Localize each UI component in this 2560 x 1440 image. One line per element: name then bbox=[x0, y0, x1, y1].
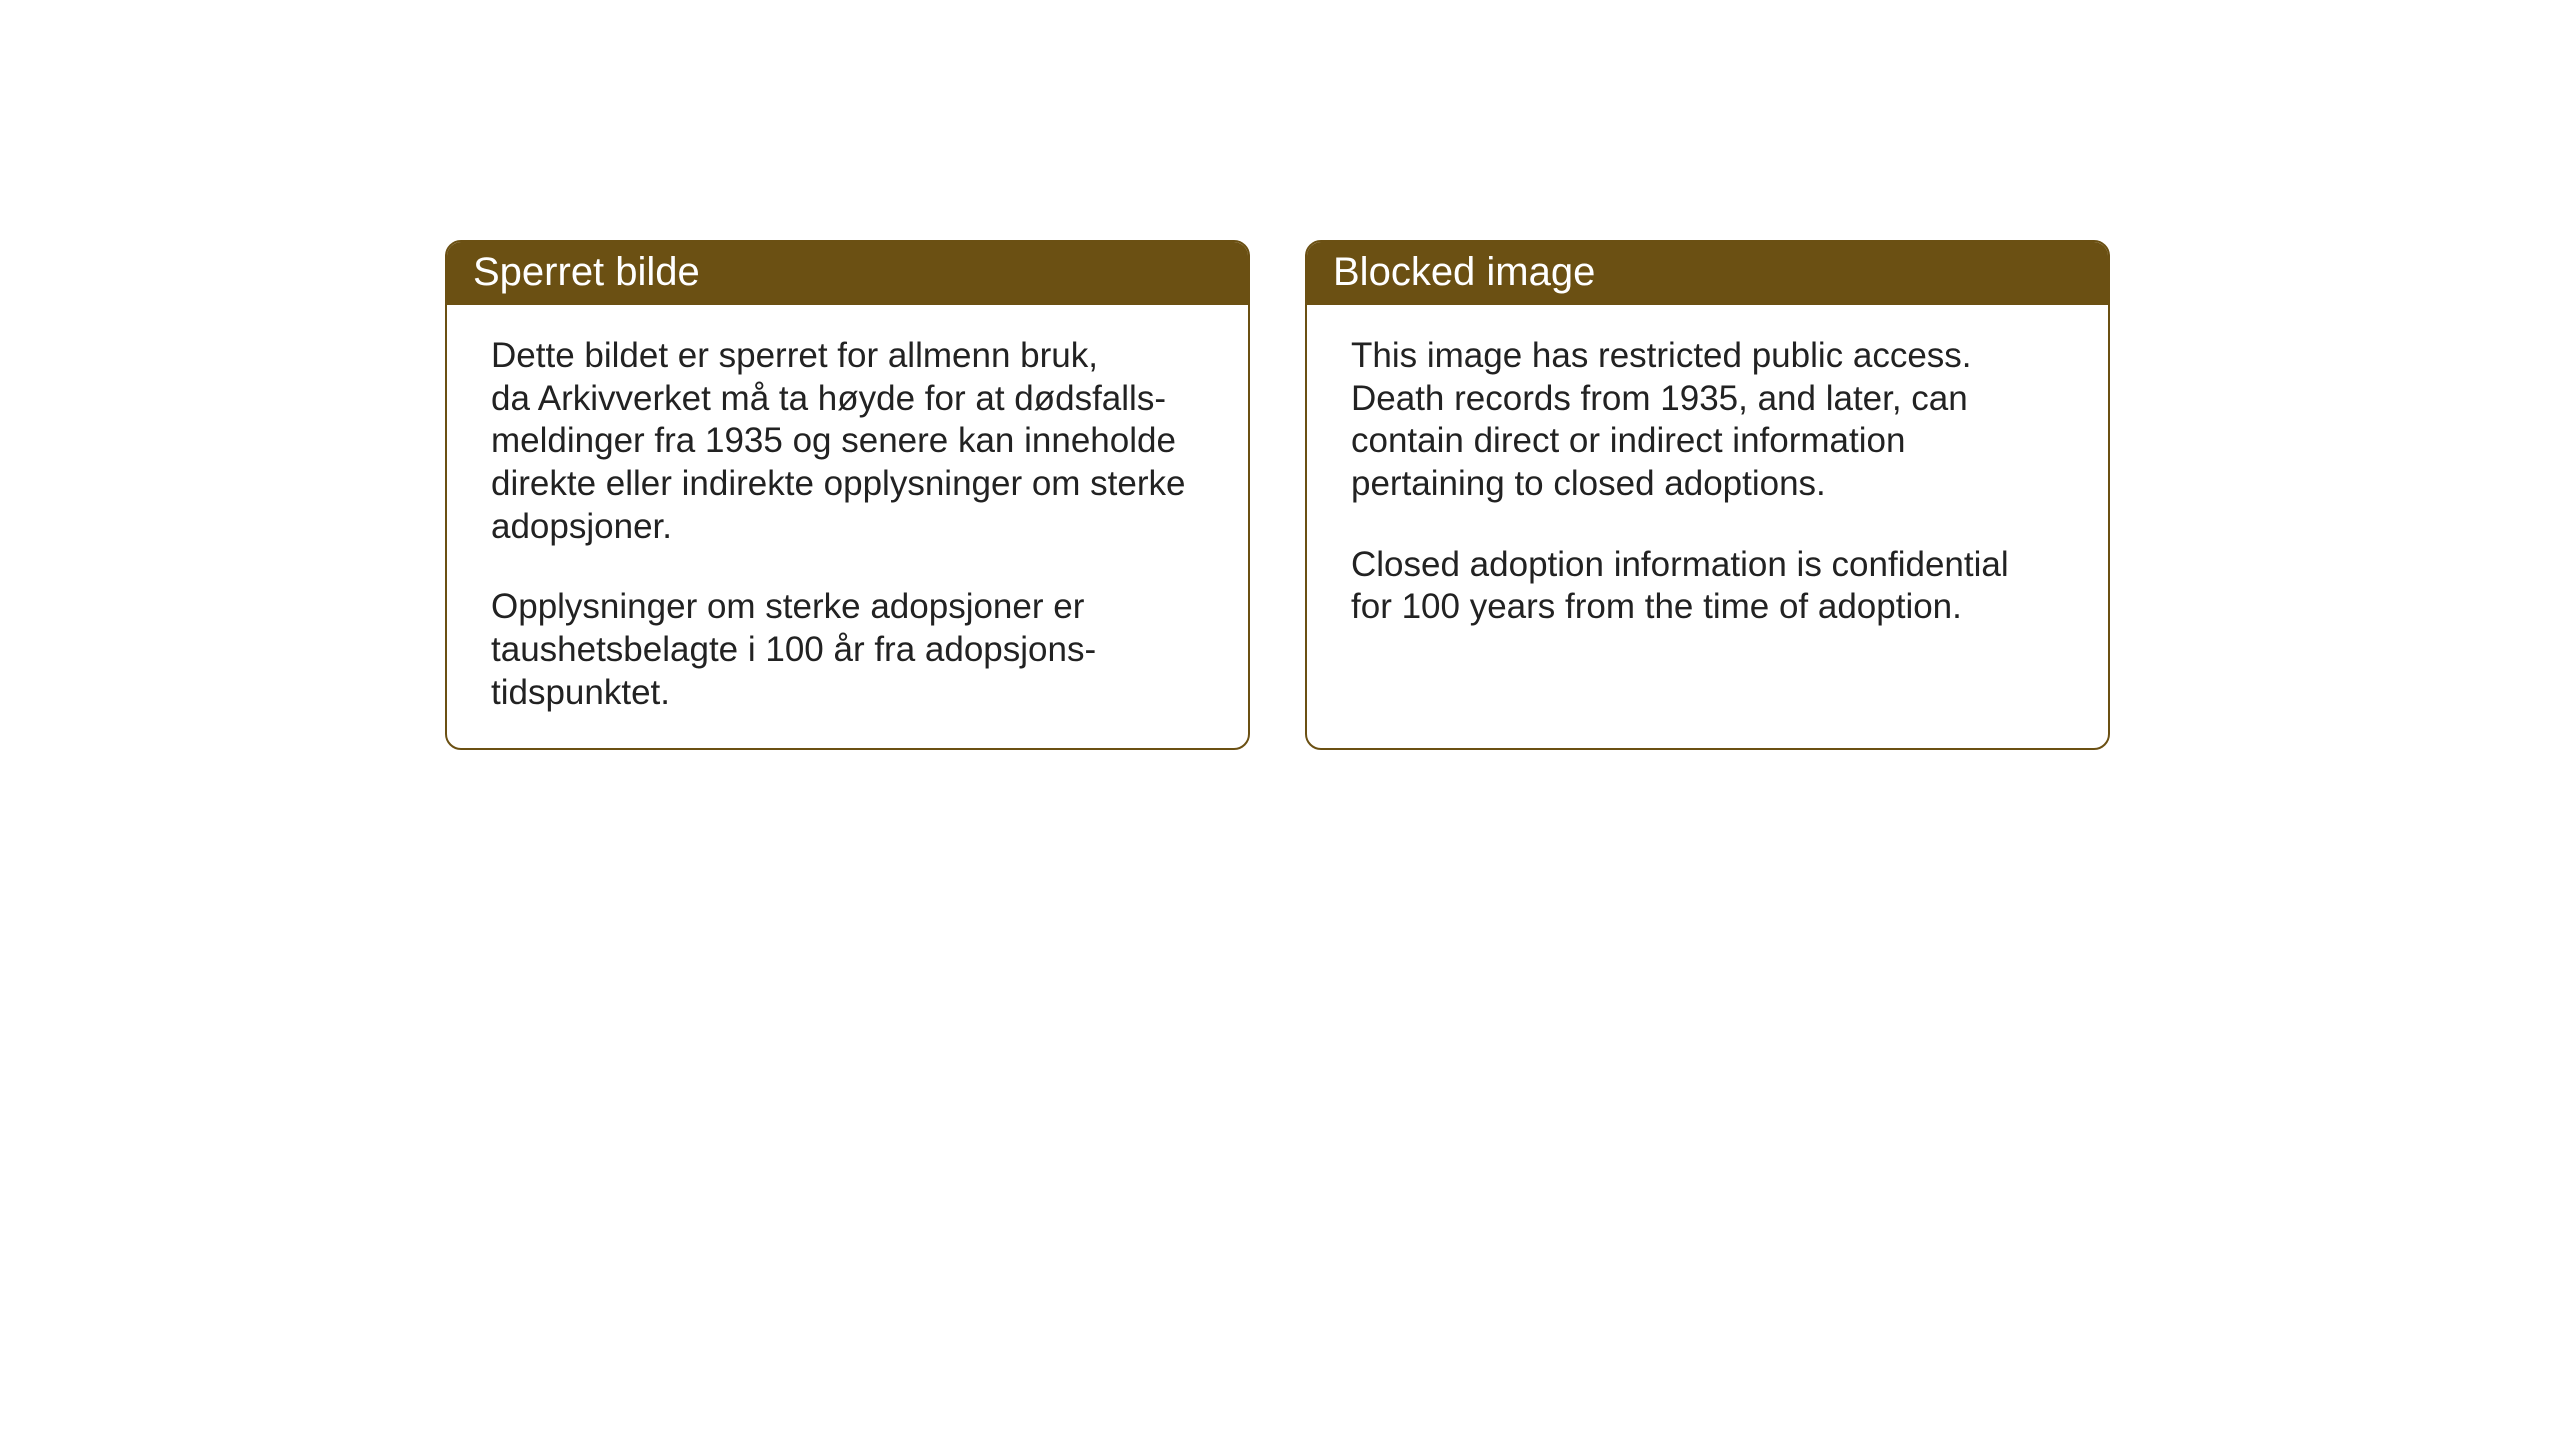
card-header-norwegian: Sperret bilde bbox=[447, 242, 1248, 305]
paragraph-english-1: This image has restricted public access.… bbox=[1351, 335, 2064, 506]
card-body-norwegian: Dette bildet er sperret for allmenn bruk… bbox=[447, 305, 1248, 750]
notice-container: Sperret bilde Dette bildet er sperret fo… bbox=[445, 240, 2110, 750]
blocked-notice-card-norwegian: Sperret bilde Dette bildet er sperret fo… bbox=[445, 240, 1250, 750]
blocked-notice-card-english: Blocked image This image has restricted … bbox=[1305, 240, 2110, 750]
paragraph-english-2: Closed adoption information is confident… bbox=[1351, 544, 2064, 629]
paragraph-norwegian-1: Dette bildet er sperret for allmenn bruk… bbox=[491, 335, 1204, 548]
card-title-norwegian: Sperret bilde bbox=[473, 250, 700, 294]
card-title-english: Blocked image bbox=[1333, 250, 1595, 294]
card-header-english: Blocked image bbox=[1307, 242, 2108, 305]
paragraph-norwegian-2: Opplysninger om sterke adopsjoner er tau… bbox=[491, 586, 1204, 714]
card-body-english: This image has restricted public access.… bbox=[1307, 305, 2108, 669]
